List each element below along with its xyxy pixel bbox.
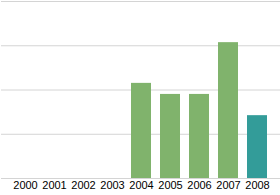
svg-text:2001: 2001: [42, 179, 66, 191]
svg-text:2000: 2000: [13, 179, 37, 191]
svg-text:2008: 2008: [245, 179, 269, 191]
svg-text:2004: 2004: [129, 179, 153, 191]
svg-text:2005: 2005: [158, 179, 182, 191]
svg-text:2006: 2006: [187, 179, 211, 191]
svg-text:2007: 2007: [216, 179, 240, 191]
svg-text:2003: 2003: [100, 179, 124, 191]
svg-text:2002: 2002: [71, 179, 95, 191]
